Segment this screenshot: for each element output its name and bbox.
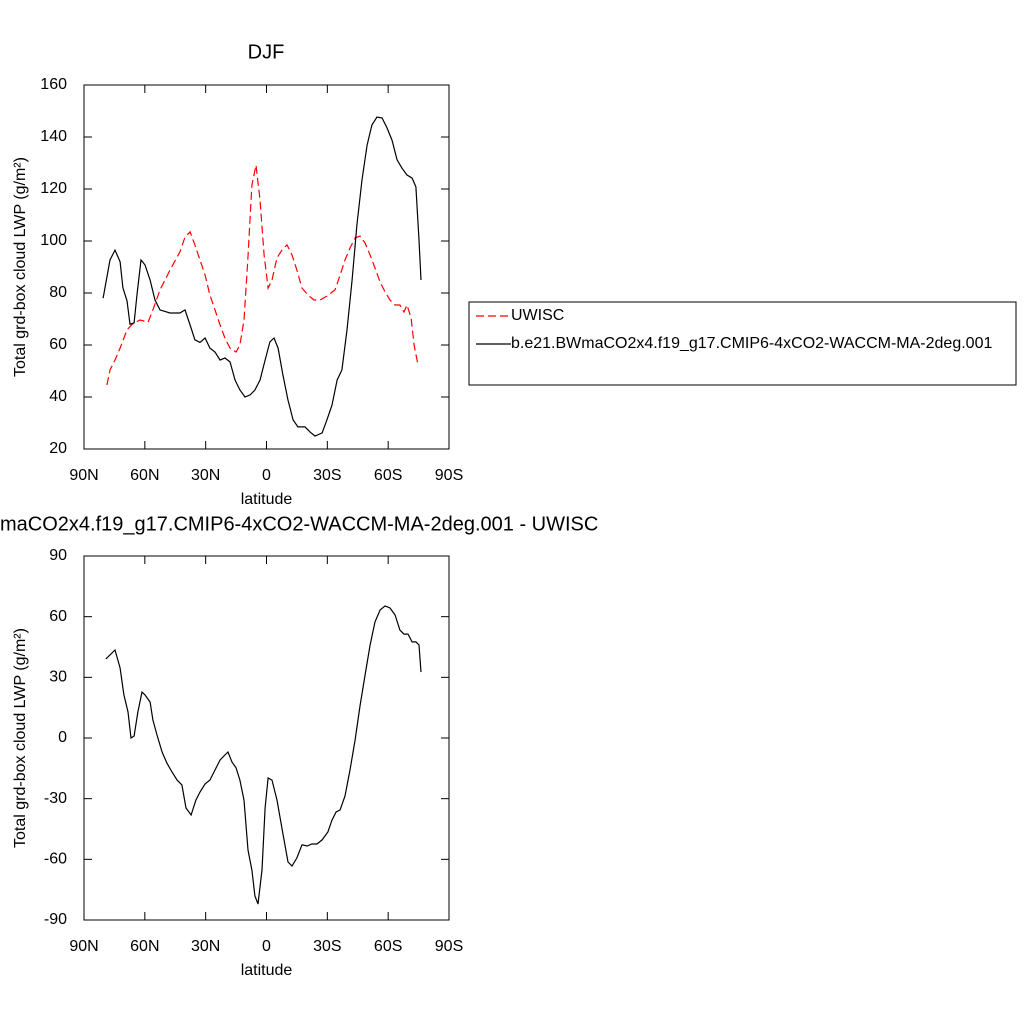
plot-frame [83,84,450,450]
y-tick-label: 80 [49,284,67,301]
y-tick-label: 160 [40,76,67,93]
y-tick-label: 120 [40,180,67,197]
y-tick-label: 0 [58,729,67,746]
x-tick-label: 30N [191,467,220,484]
x-tick-label: 90N [69,938,98,955]
y-axis-label: Total grd-box cloud LWP (g/m²) [12,628,29,848]
y-tick-label: 60 [49,336,67,353]
x-axis-label: latitude [241,491,293,508]
x-tick-label: 60N [130,467,159,484]
x-tick-label: 60N [130,938,159,955]
legend-box [468,301,1017,386]
y-tick-label: 90 [49,547,67,564]
y-tick-label: 100 [40,232,67,249]
x-tick-label: 90S [435,467,463,484]
chart-title: maCO2x4.f19_g17.CMIP6-4xCO2-WACCM-MA-2de… [0,513,598,535]
x-tick-label: 90S [435,938,463,955]
plot-frame [83,555,450,921]
x-tick-label: 90N [69,467,98,484]
data-line [106,164,419,386]
x-axis-label: latitude [241,962,293,979]
x-tick-label: 0 [262,467,271,484]
y-tick-label: 30 [49,669,67,686]
legend-label: UWISC [511,307,564,324]
y-tick-label: 60 [49,608,67,625]
x-tick-label: 60S [374,467,402,484]
legend: UWISC b.e21.BWmaCO2x4.f19_g17.CMIP6-4xCO2… [468,301,1017,386]
x-tick-label: 30S [313,467,341,484]
y-tick-label: -30 [44,790,67,807]
y-axis-label: Total grd-box cloud LWP (g/m²) [12,157,29,377]
chart-title: DJF [248,41,285,63]
legend-label: b.e21.BWmaCO2x4.f19_g17.CMIP6-4xCO2-WACC… [511,335,992,352]
x-tick-label: 0 [262,938,271,955]
data-line [102,116,422,437]
y-tick-label: 140 [40,128,67,145]
x-tick-label: 60S [374,938,402,955]
x-tick-label: 30S [313,938,341,955]
y-tick-label: 20 [49,440,67,457]
y-tick-label: 40 [49,388,67,405]
y-tick-label: -60 [44,851,67,868]
x-tick-label: 30N [191,938,220,955]
y-tick-label: -90 [44,911,67,928]
data-line [105,605,422,905]
